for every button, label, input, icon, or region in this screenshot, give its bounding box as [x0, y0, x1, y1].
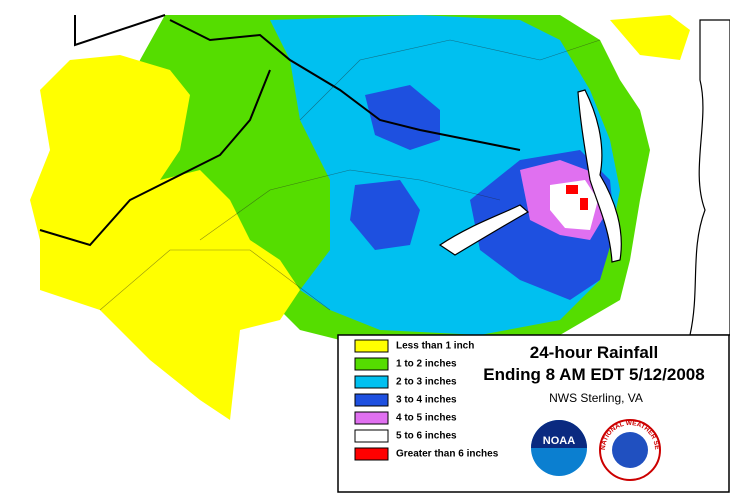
- legend-swatch: [354, 429, 389, 443]
- water-and-coast: [438, 19, 730, 336]
- legend-label: 4 to 5 inches: [396, 413, 457, 424]
- legend-label: 2 to 3 inches: [396, 377, 457, 388]
- legend-label: 1 to 2 inches: [396, 359, 457, 370]
- legend-title: 24-hour Rainfall: [530, 343, 658, 362]
- county-line: [199, 169, 501, 241]
- area-3-4b: [350, 180, 420, 250]
- area-3-4: [365, 85, 440, 150]
- legend-label: Less than 1 inch: [396, 341, 474, 352]
- map-areas: [30, 15, 690, 420]
- noaa-top: [531, 420, 587, 448]
- noaa-text: NOAA: [543, 435, 575, 447]
- legend-swatch: [354, 339, 389, 353]
- state-line: [74, 14, 166, 47]
- legend-swatch: [354, 393, 389, 407]
- ocean: [689, 19, 730, 336]
- legend-label: 5 to 6 inches: [396, 431, 457, 442]
- legend-subtitle: Ending 8 AM EDT 5/12/2008: [483, 365, 704, 384]
- potomac: [438, 204, 530, 256]
- county-line: [99, 249, 331, 311]
- legend-label: Greater than 6 inches: [396, 449, 499, 460]
- legend-swatch: [354, 411, 389, 425]
- noaa-logo: NOAA: [531, 420, 587, 476]
- state-borders: [39, 14, 601, 311]
- legend-items: Less than 1 inch 1 to 2 inches 2 to 3 inch…: [354, 339, 499, 461]
- legend-swatch: [354, 447, 389, 461]
- legend-office: NWS Sterling, VA: [549, 391, 643, 405]
- nws-inner: [612, 432, 648, 468]
- legend-label: 3 to 4 inches: [396, 395, 457, 406]
- legend-box: [337, 334, 730, 493]
- legend-swatch: [354, 357, 389, 371]
- county-line: [299, 39, 601, 121]
- area-gt6b: [580, 198, 588, 210]
- area-lt1: [30, 55, 300, 420]
- area-gt6: [566, 185, 578, 194]
- area-lt1-ne: [610, 15, 690, 60]
- legend-swatch: [354, 375, 389, 389]
- state-line: [39, 69, 271, 247]
- chesapeake-bay: [577, 89, 622, 263]
- area-5-6: [550, 180, 598, 230]
- state-line: [169, 19, 521, 151]
